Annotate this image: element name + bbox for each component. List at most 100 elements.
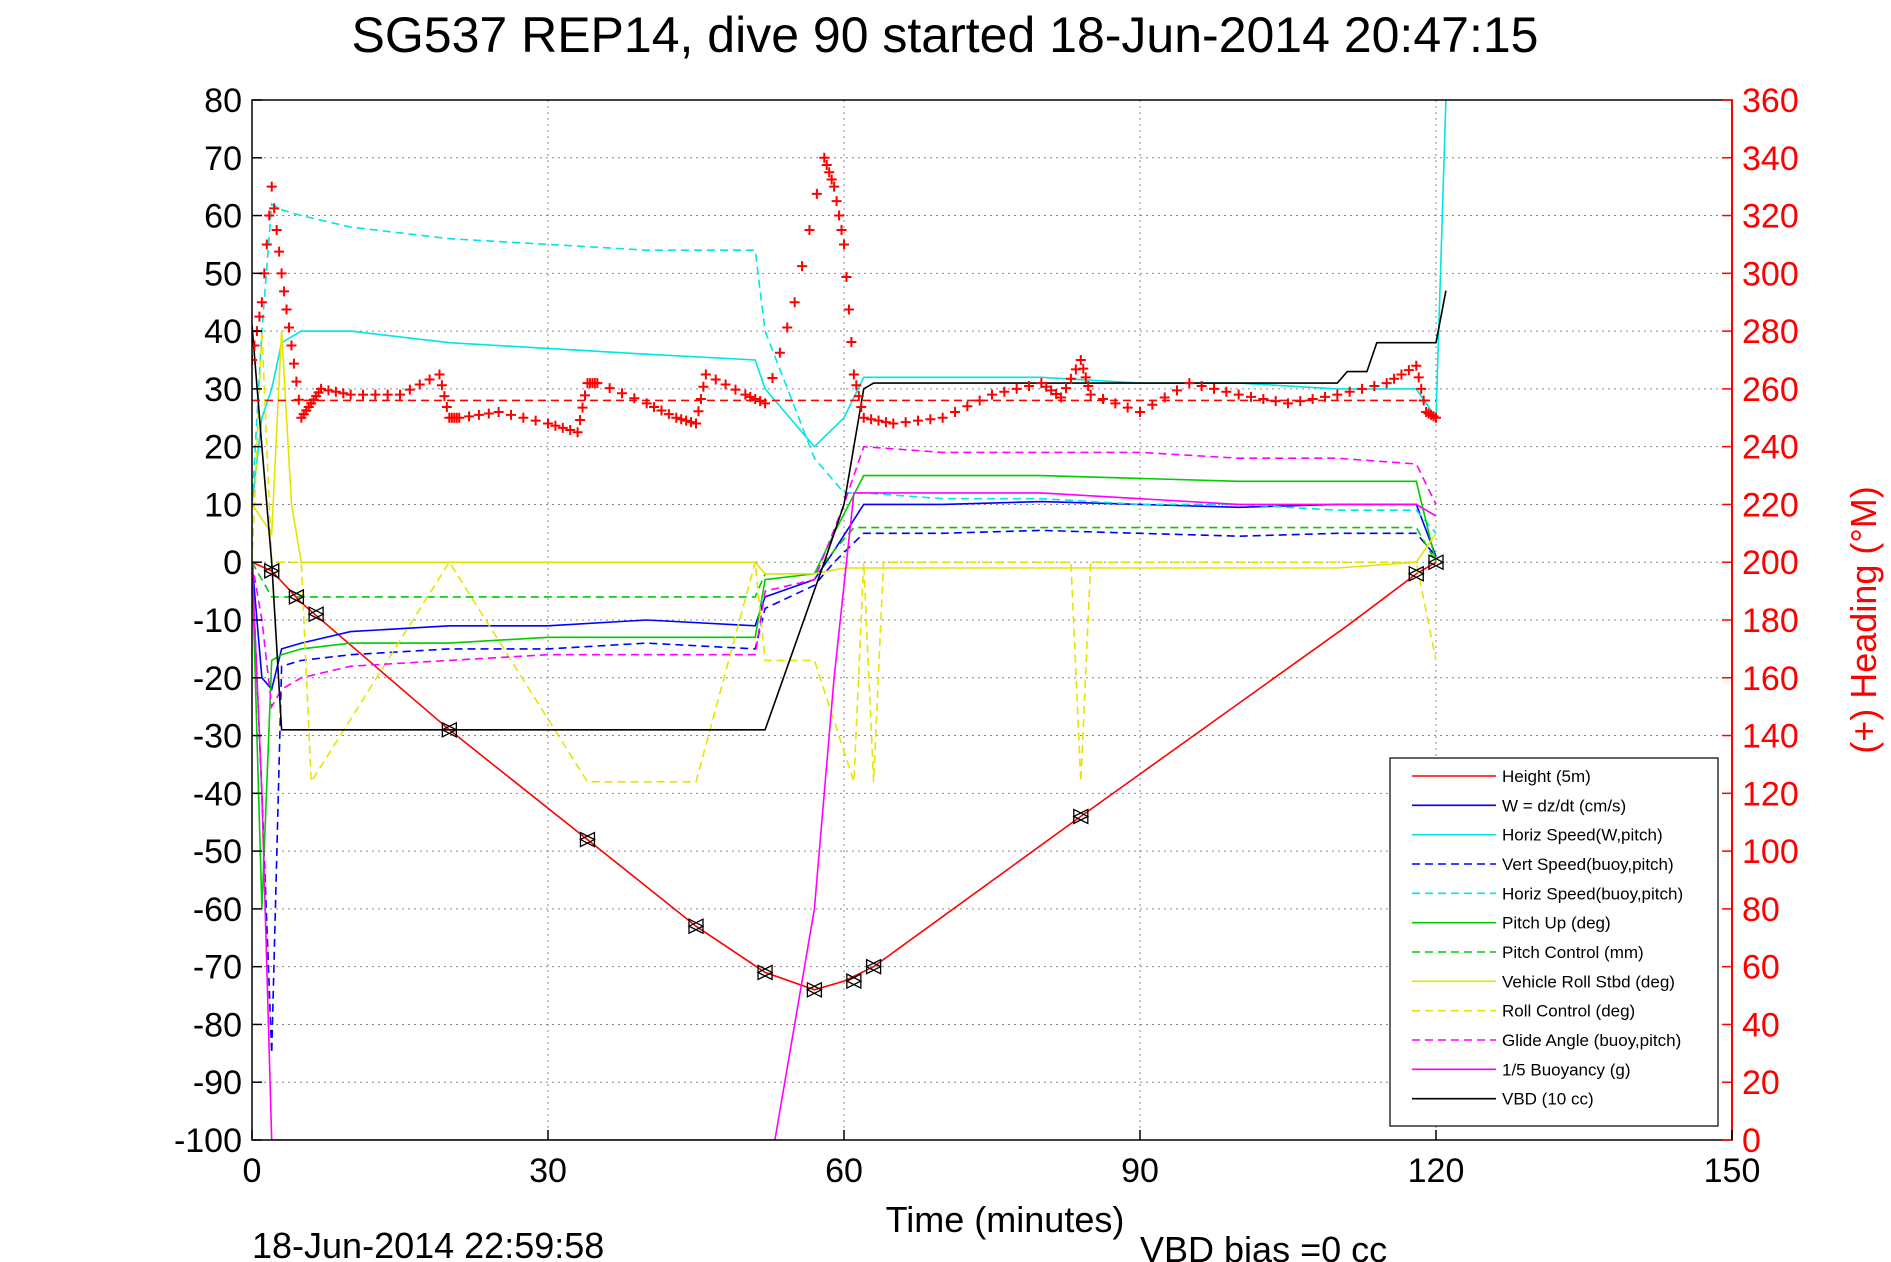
heading-point xyxy=(804,225,815,235)
y-tick-label-right: 0 xyxy=(1742,1122,1761,1160)
y-tick-label-right: 320 xyxy=(1742,198,1799,236)
y-tick-label-left: -30 xyxy=(193,718,242,756)
heading-point xyxy=(543,418,553,429)
legend-label: Vehicle Roll Stbd (deg) xyxy=(1502,972,1675,991)
heading-point xyxy=(370,389,381,400)
x-axis: 0 30 60 90 120 150 xyxy=(243,1130,1760,1190)
heading-point xyxy=(1403,365,1414,376)
heading-point xyxy=(572,427,583,438)
heading-point xyxy=(1396,369,1407,380)
heading-point xyxy=(1381,378,1392,389)
heading-point xyxy=(266,181,277,192)
heading-point xyxy=(846,336,857,347)
heading-point xyxy=(617,388,627,399)
series-heading-m xyxy=(252,152,1441,438)
heading-point xyxy=(281,304,292,315)
height-marker xyxy=(1072,808,1089,825)
heading-point xyxy=(557,422,568,433)
heading-point xyxy=(256,297,267,308)
height-marker xyxy=(756,964,773,981)
heading-point xyxy=(789,297,800,308)
series-horiz-speed-w-pitch xyxy=(252,100,1447,505)
heading-point xyxy=(565,425,576,436)
heading-point xyxy=(1283,398,1293,409)
y-tick-label-left: -70 xyxy=(193,949,242,987)
y-tick-label-right: 340 xyxy=(1742,140,1799,178)
heading-point xyxy=(853,391,864,402)
heading-point xyxy=(671,412,682,423)
heading-point xyxy=(1098,394,1108,404)
x-tick-label: 60 xyxy=(825,1152,863,1190)
marker-layer xyxy=(263,554,1445,998)
heading-point xyxy=(740,389,751,400)
heading-point xyxy=(880,417,891,428)
heading-point xyxy=(1357,383,1367,394)
heading-point xyxy=(1080,372,1091,383)
heading-point xyxy=(276,268,287,279)
heading-point xyxy=(252,340,260,351)
heading-point xyxy=(888,418,899,429)
heading-point xyxy=(1122,402,1133,413)
heading-point xyxy=(629,393,640,404)
heading-point xyxy=(269,203,280,214)
y-tick-label-left: -80 xyxy=(193,1006,242,1044)
heading-point xyxy=(1258,394,1269,404)
heading-point xyxy=(395,389,405,400)
heading-point xyxy=(999,386,1010,397)
heading-point xyxy=(575,414,586,425)
footer-vbd-bias: VBD bias =0 cc xyxy=(1140,1229,1387,1262)
y-tick-label-left: -50 xyxy=(193,833,242,871)
heading-point xyxy=(1075,355,1086,365)
heading-point xyxy=(284,322,294,333)
heading-point xyxy=(404,384,415,395)
heading-point xyxy=(691,418,701,429)
y-tick-label-left: 0 xyxy=(223,544,242,582)
y-tick-label-right: 60 xyxy=(1742,949,1780,987)
heading-point xyxy=(291,376,302,387)
heading-point xyxy=(925,414,936,425)
y-tick-label-right: 300 xyxy=(1742,255,1799,293)
y-tick-label-left: 40 xyxy=(204,313,242,351)
heading-point xyxy=(1172,385,1182,396)
heading-point xyxy=(686,417,697,428)
heading-point xyxy=(1135,407,1145,417)
heading-point xyxy=(1411,360,1422,371)
heading-point xyxy=(693,406,704,417)
heading-point xyxy=(1221,386,1232,397)
heading-point xyxy=(530,415,541,426)
height-marker xyxy=(1407,565,1424,582)
heading-point xyxy=(592,378,603,389)
chart-title: SG537 REP14, dive 90 started 18-Jun-2014… xyxy=(352,7,1539,63)
heading-point xyxy=(439,391,450,402)
heading-point xyxy=(821,160,832,170)
heading-point xyxy=(464,411,475,422)
heading-point xyxy=(288,358,299,369)
heading-point xyxy=(676,414,687,425)
y-tick-label-right: 200 xyxy=(1742,544,1799,582)
x-tick-label: 0 xyxy=(243,1152,262,1190)
heading-point xyxy=(424,374,435,385)
legend-label: Pitch Up (deg) xyxy=(1502,914,1611,933)
series-w-dz-dt-cm-s xyxy=(252,500,1437,692)
heading-point xyxy=(656,405,667,416)
heading-point xyxy=(866,414,877,425)
heading-point xyxy=(580,390,590,401)
series-horiz-speed-buoy-pitch xyxy=(252,202,1437,534)
heading-point xyxy=(824,167,835,178)
y-tick-label-left: -10 xyxy=(193,602,242,640)
heading-point xyxy=(1344,386,1355,397)
heading-point xyxy=(1369,381,1380,391)
y-tick-label-right: 220 xyxy=(1742,486,1799,524)
heading-point xyxy=(1147,399,1158,410)
legend-label: 1/5 Buoyancy (g) xyxy=(1502,1060,1631,1079)
legend-label: Pitch Control (mm) xyxy=(1502,943,1644,962)
heading-point xyxy=(454,412,465,423)
heading-point xyxy=(1085,389,1096,400)
height-marker xyxy=(307,606,324,623)
heading-point xyxy=(414,379,425,390)
y-tick-label-left: 20 xyxy=(204,429,242,467)
x-tick-label: 120 xyxy=(1408,1152,1465,1190)
heading-point xyxy=(695,394,706,404)
x-tick-label: 90 xyxy=(1121,1152,1159,1190)
